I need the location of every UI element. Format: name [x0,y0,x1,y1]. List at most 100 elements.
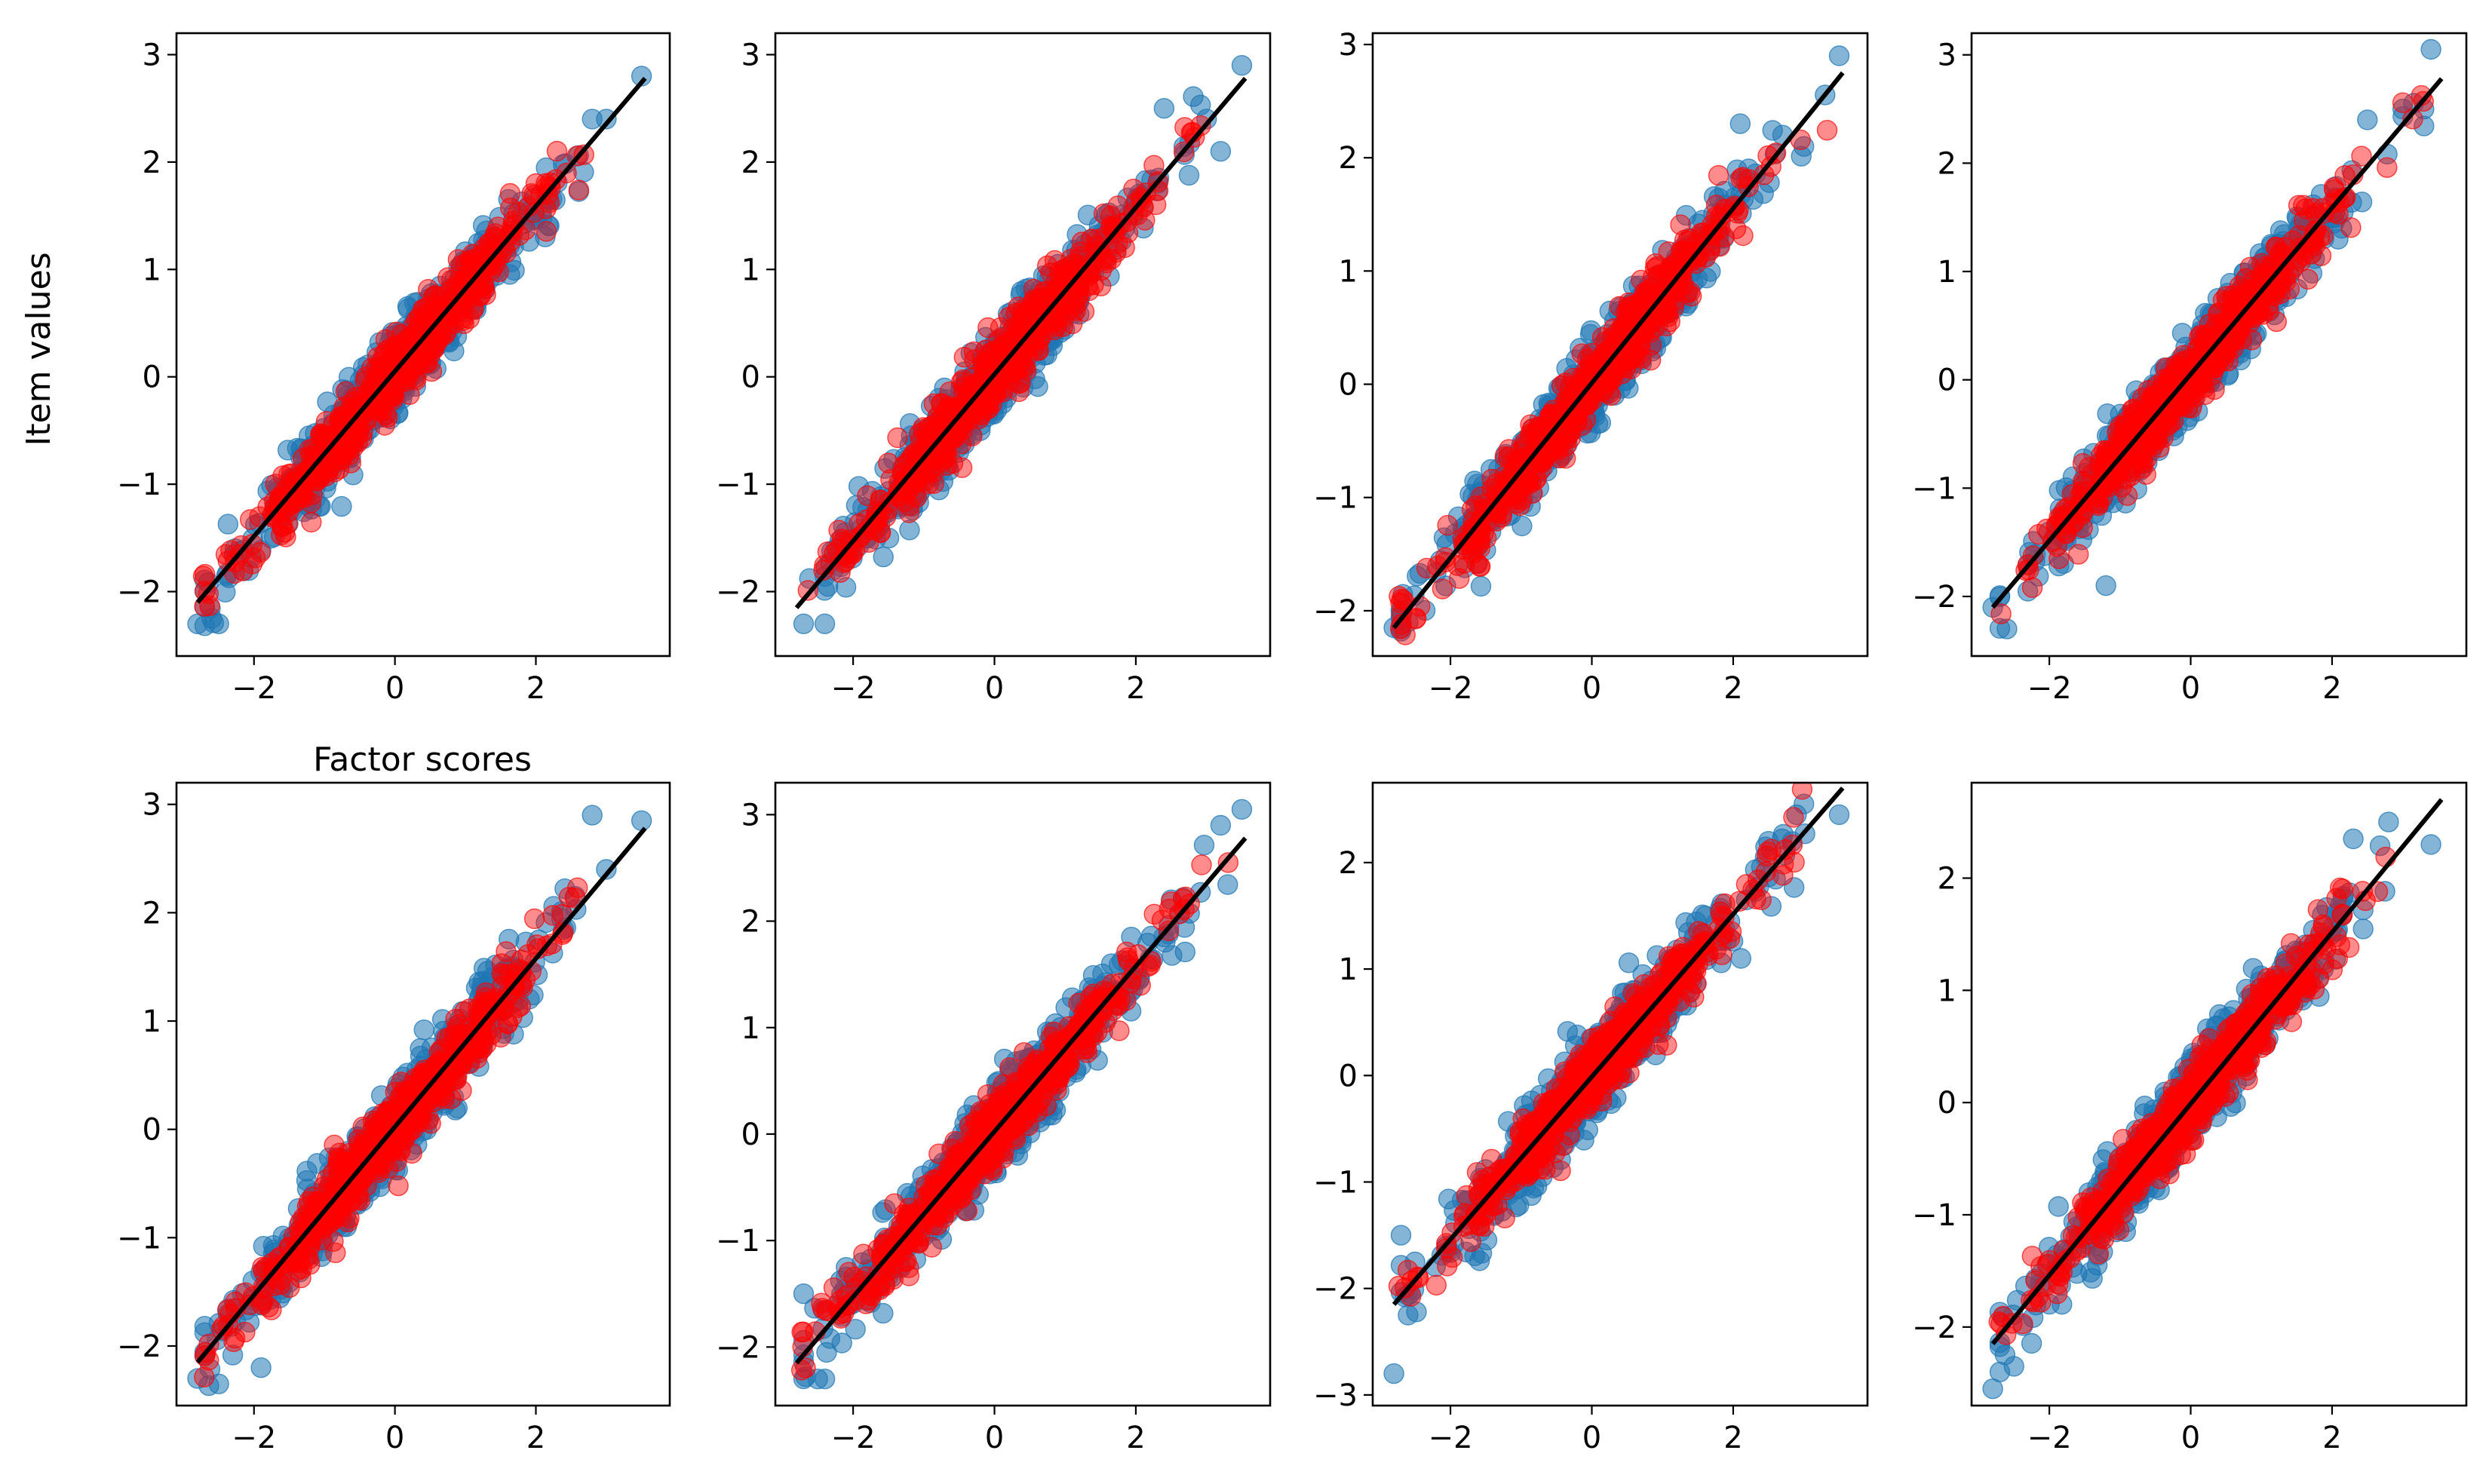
reconstructed-point [1090,275,1112,296]
reconstructed-point [2202,364,2223,385]
reconstructed-point [1461,499,1483,520]
reconstructed-point [1520,414,1541,435]
x-tick-label: 2 [1723,671,1742,706]
observed-point [2095,575,2116,596]
x-tick-label: 0 [985,671,1004,706]
observed-point [793,613,815,634]
reconstructed-point [521,183,542,204]
x-tick-label: −2 [2027,671,2072,706]
fit-line [1990,77,2444,609]
reconstructed-point [2302,198,2324,219]
reconstructed-point [2067,544,2089,565]
reconstructed-point [977,317,999,339]
reconstructed-point [250,541,272,563]
reconstructed-point [353,392,375,414]
observed-point [1231,54,1253,76]
reconstructed-point [2377,157,2398,178]
reconstructed-point [1677,231,1699,252]
reconstructed-point [409,327,430,348]
observed-point [1195,109,1217,130]
y-tick-label: 1 [143,253,161,287]
reconstructed-point [968,376,990,398]
reconstructed-point [499,182,521,204]
reconstructed-point [546,140,568,162]
fit-line [794,76,1248,609]
reconstructed-point [929,410,950,431]
reconstructed-point [2021,577,2043,598]
plot-area [793,54,1253,634]
x-tick-label: 0 [385,671,404,706]
axes-frame [175,32,671,658]
reconstructed-point [573,144,594,165]
reconstructed-point [953,347,975,368]
reconstructed-point [536,221,557,242]
y-tick-label: −1 [117,468,161,502]
observed-point [899,520,920,541]
y-tick-label: −2 [716,575,760,610]
observed-point [1470,575,1492,597]
reconstructed-point [1033,281,1055,302]
y-tick-label: 1 [741,253,760,287]
reconstructed-point [231,535,252,556]
reconstructed-point [274,522,296,543]
reconstructed-point [431,287,452,308]
reconstructed-point [568,179,590,201]
y-tick-label: 1 [1339,254,1358,289]
axes-frame [774,32,1272,658]
reconstructed-point [1437,514,1458,536]
reconstructed-point [1432,578,1453,599]
reconstructed-point [437,267,459,288]
reconstructed-point [484,223,506,244]
y-tick-label: 2 [143,146,161,180]
y-tick-label: −2 [1313,594,1358,629]
y-tick-label: 0 [143,360,161,395]
reconstructed-point [430,325,451,346]
y-tick-label: 3 [143,38,161,72]
observed-point [1210,140,1232,162]
observed-point [1753,183,1774,204]
reconstructed-point [1008,381,1030,403]
observed-point [2357,109,2378,130]
reconstructed-point [1093,203,1115,225]
reconstructed-point [334,440,356,461]
y-tick-label: 0 [1339,368,1358,403]
reconstructed-point [2133,452,2154,474]
reconstructed-point [1816,119,1838,141]
reconstructed-point [870,522,892,544]
observed-point [873,546,894,568]
observed-point [1409,563,1431,584]
reconstructed-point [913,421,934,442]
reconstructed-point [1631,269,1652,291]
reconstructed-point [306,470,327,491]
reconstructed-point [923,461,944,483]
reconstructed-point [462,299,484,320]
reconstructed-point [830,562,851,583]
reconstructed-point [2072,452,2094,474]
y-tick-label: 0 [741,360,760,395]
plot-area [1383,45,1850,645]
reconstructed-point [916,463,938,484]
reconstructed-point [887,427,908,449]
reconstructed-point [1114,237,1135,259]
reconstructed-point [880,469,901,490]
reconstructed-point [918,474,939,495]
observed-point [814,613,836,634]
observed-point [2420,38,2441,60]
reconstructed-point [1640,322,1662,343]
observed-point [331,495,352,517]
x-tick-label: 0 [1582,671,1601,706]
x-tick-label: 0 [2181,671,2200,706]
reconstructed-point [1732,167,1754,188]
x-tick-label: −2 [232,671,276,706]
reconstructed-point [2149,437,2170,458]
observed-point [208,613,229,634]
x-tick-label: −2 [1429,671,1473,706]
reconstructed-point [817,541,839,563]
reconstructed-point [403,316,424,337]
observed-point [1729,113,1751,134]
reconstructed-point [308,468,330,489]
y-tick-label: 3 [741,38,760,72]
reconstructed-point [2300,244,2322,265]
